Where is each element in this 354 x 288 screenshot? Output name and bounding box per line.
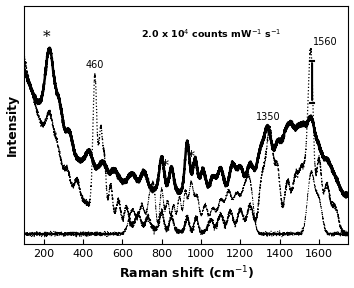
Text: 460: 460 xyxy=(86,60,104,70)
Y-axis label: Intensity: Intensity xyxy=(6,94,18,156)
Text: 2.0 x 10$^4$ counts mW$^{-1}$ s$^{-1}$: 2.0 x 10$^4$ counts mW$^{-1}$ s$^{-1}$ xyxy=(141,27,281,40)
Text: 1560: 1560 xyxy=(313,37,338,48)
Text: *: * xyxy=(188,150,195,164)
Text: *: * xyxy=(162,159,169,173)
Text: *: * xyxy=(43,30,51,43)
Text: 1350: 1350 xyxy=(256,112,280,122)
X-axis label: Raman shift (cm$^{-1}$): Raman shift (cm$^{-1}$) xyxy=(119,265,254,283)
